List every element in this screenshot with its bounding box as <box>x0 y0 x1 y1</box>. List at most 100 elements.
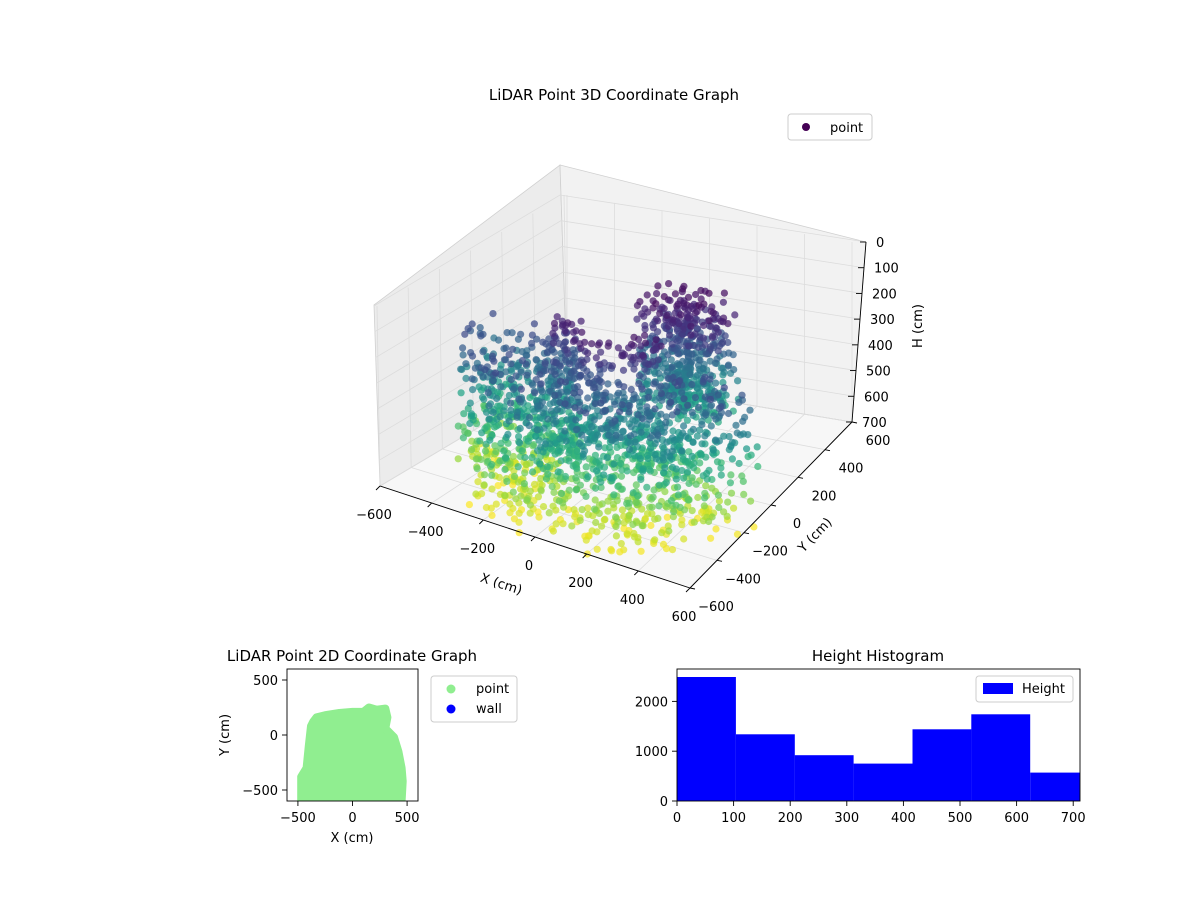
chart-3d-point <box>597 483 605 492</box>
chart-3d-point <box>636 454 645 463</box>
chart-3d-point <box>478 429 486 437</box>
chart-3d-point <box>659 540 668 549</box>
chart-3d-point <box>592 518 600 527</box>
chart-3d-point <box>738 472 746 480</box>
chart-histogram-bar <box>677 677 736 801</box>
chart-3d-point <box>657 342 665 350</box>
chart-3d-point <box>634 411 642 419</box>
chart-3d-point <box>724 338 732 347</box>
chart-3d-point <box>684 293 693 301</box>
chart-3d-point <box>482 440 490 448</box>
chart-3d-point <box>543 348 552 356</box>
chart-3d-point <box>633 301 642 310</box>
chart-3d-x-tick-mark <box>479 519 484 525</box>
chart-3d-legend-marker-point <box>802 123 810 131</box>
chart-3d-point <box>699 378 707 386</box>
chart-3d-point <box>583 367 591 375</box>
chart-3d-point <box>654 356 662 364</box>
chart-3d-point <box>530 320 539 328</box>
chart-3d-point <box>479 373 487 381</box>
chart-3d-point <box>727 471 735 479</box>
chart-3d-point <box>697 286 705 295</box>
chart-3d-point <box>585 379 593 387</box>
chart-3d-point <box>561 400 569 408</box>
chart-3d-point <box>746 406 754 414</box>
chart-2d: LiDAR Point 2D Coordinate Graph −500−500… <box>218 647 518 846</box>
chart-histogram-title: Height Histogram <box>812 647 944 665</box>
chart-3d-point <box>665 527 673 535</box>
chart-3d-point <box>713 458 722 466</box>
chart-3d-point <box>503 329 511 337</box>
chart-3d-point <box>556 475 564 483</box>
chart-3d-point <box>724 361 733 369</box>
chart-3d-point <box>468 320 476 328</box>
chart-3d-point <box>523 496 531 504</box>
chart-3d-point <box>554 468 562 476</box>
chart-3d-point <box>608 436 616 444</box>
chart-3d-point <box>670 508 678 516</box>
chart-3d-point <box>651 440 659 448</box>
chart-3d-point <box>494 482 502 490</box>
chart-3d-point <box>711 359 719 367</box>
chart-3d-point <box>643 291 651 299</box>
chart-3d-point <box>572 426 581 434</box>
chart-3d-point <box>597 425 605 433</box>
chart-3d-point <box>457 365 465 373</box>
chart-3d-point <box>616 548 624 556</box>
chart-3d-point <box>556 435 564 443</box>
chart-3d-x-tick-mark <box>530 536 536 542</box>
chart-3d-point <box>464 404 472 413</box>
chart-3d-point <box>674 491 682 499</box>
chart-3d-point <box>571 513 579 521</box>
chart-3d-point <box>542 475 551 483</box>
chart-3d-point <box>614 389 623 397</box>
chart-3d-point <box>620 393 628 402</box>
chart-3d-point <box>548 482 556 491</box>
chart-3d-point <box>679 429 687 437</box>
chart-3d-point <box>513 413 521 421</box>
chart-3d-point <box>459 351 467 359</box>
chart-3d-point <box>680 422 688 430</box>
chart-3d-point <box>507 360 515 368</box>
chart-3d-point <box>707 401 716 409</box>
chart-3d-point <box>652 336 660 344</box>
chart-3d-point <box>694 403 703 412</box>
chart-3d-z-tick-label: 200 <box>872 287 897 302</box>
chart-3d-point <box>611 400 619 408</box>
chart-3d-point <box>714 491 723 499</box>
chart-3d-point <box>587 429 595 437</box>
chart-3d-point <box>630 395 638 403</box>
chart-3d-x-tick-mark <box>375 485 381 491</box>
chart-3d-point <box>555 497 563 505</box>
chart-3d-point <box>648 503 656 511</box>
chart-3d-point <box>572 416 580 424</box>
chart-3d-point <box>654 317 662 325</box>
chart-3d-point <box>569 441 577 449</box>
chart-3d-point <box>578 431 586 439</box>
chart-3d-point <box>497 383 505 391</box>
chart-3d-point <box>702 482 710 490</box>
chart-3d-point <box>663 438 671 446</box>
chart-3d-point <box>607 545 615 554</box>
chart-3d-point <box>566 373 574 381</box>
chart-3d-point <box>671 309 679 317</box>
chart-3d-point <box>663 368 672 376</box>
chart-3d-point <box>656 309 664 317</box>
chart-3d-point <box>461 330 469 338</box>
chart-3d-point <box>496 457 504 465</box>
chart-3d-point <box>618 506 627 514</box>
chart-3d-point <box>630 333 638 341</box>
chart-3d-point <box>651 515 659 523</box>
chart-3d-point <box>593 467 601 475</box>
chart-3d-point <box>523 371 531 379</box>
chart-3d-point <box>635 380 643 388</box>
chart-3d-point <box>705 289 713 297</box>
chart-3d-point <box>557 457 565 465</box>
chart-3d-point <box>664 351 672 359</box>
chart-3d-point <box>481 447 490 455</box>
chart-3d-point <box>514 463 522 471</box>
chart-3d-point <box>515 395 523 403</box>
chart-3d-point <box>594 341 602 349</box>
chart-3d-point <box>501 465 509 474</box>
chart-2d-points <box>297 703 407 801</box>
